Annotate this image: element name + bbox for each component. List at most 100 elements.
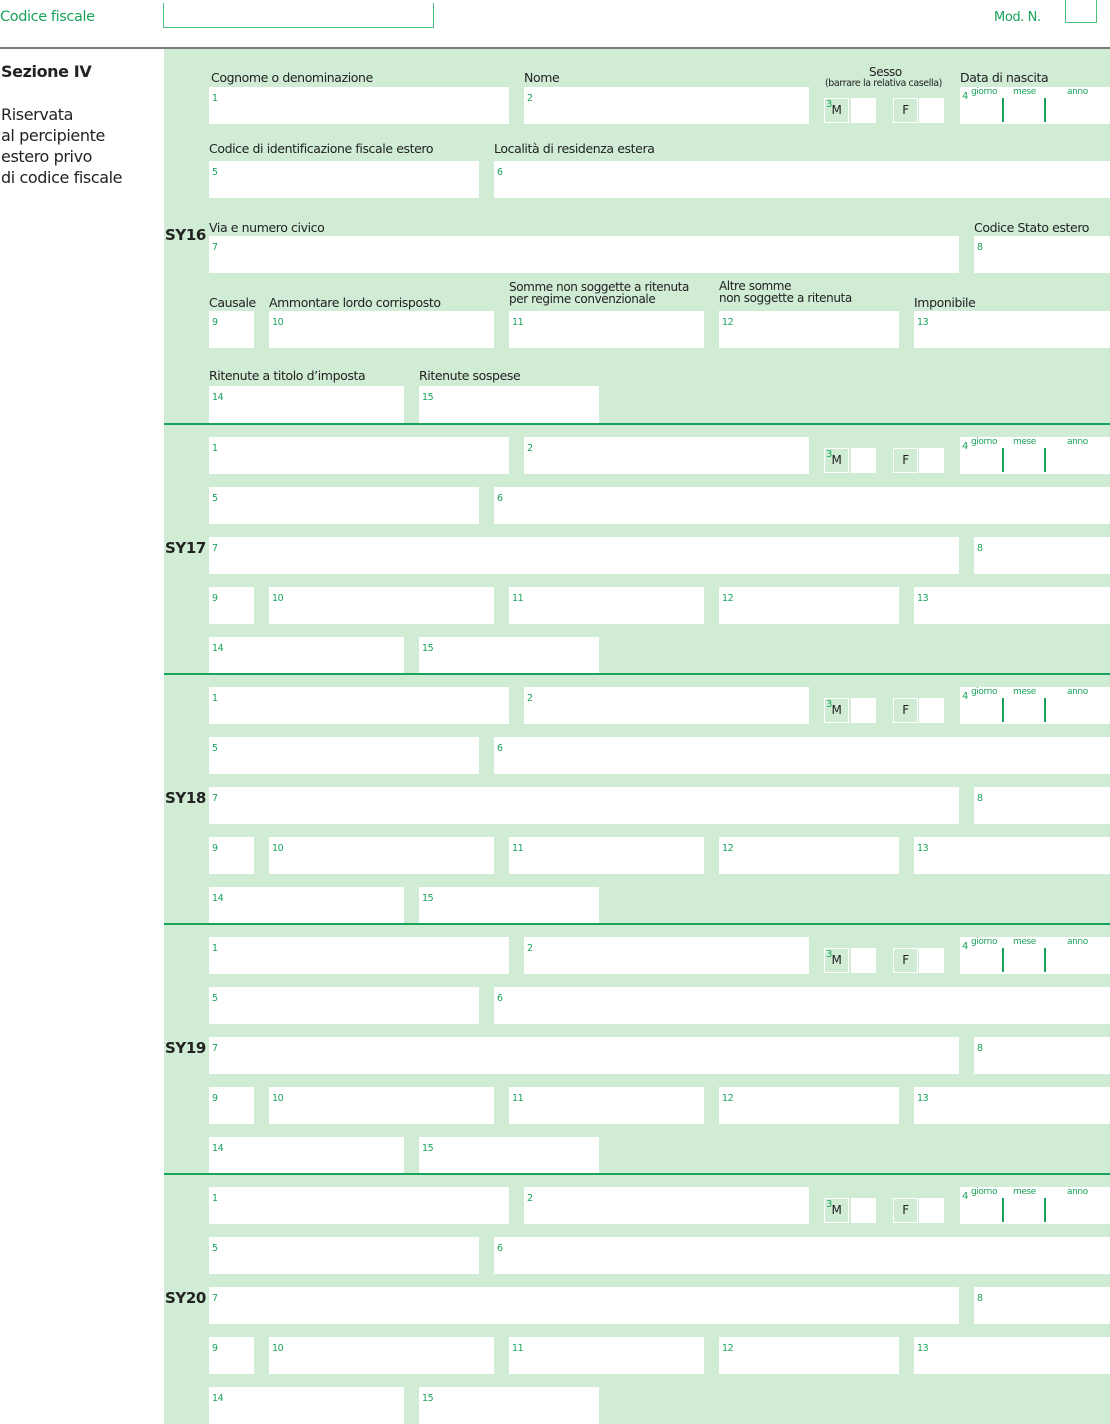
date-divider xyxy=(1044,698,1046,722)
input-f14[interactable]: 14 xyxy=(209,1137,404,1174)
input-f5[interactable]: 5 xyxy=(209,737,479,774)
input-f2[interactable]: 2 xyxy=(524,687,809,724)
input-f5[interactable]: 5 xyxy=(209,987,479,1024)
input-f2[interactable]: 2 xyxy=(524,937,809,974)
input-f12[interactable]: 12 xyxy=(719,1087,899,1124)
date-mese-label: mese xyxy=(1013,937,1036,947)
input-f8[interactable]: 8 xyxy=(974,1287,1110,1324)
input-f5[interactable]: 5 xyxy=(209,1237,479,1274)
input-f7[interactable]: 7 xyxy=(209,236,959,273)
input-f6[interactable]: 6 xyxy=(494,161,1110,198)
sex-m-checkbox[interactable] xyxy=(851,98,876,123)
field-number: 5 xyxy=(212,1243,218,1254)
input-f14[interactable]: 14 xyxy=(209,1387,404,1424)
input-f11[interactable]: 11 xyxy=(509,1087,704,1124)
input-f7[interactable]: 7 xyxy=(209,1287,959,1324)
field-number: 7 xyxy=(212,242,218,253)
input-f2[interactable]: 2 xyxy=(524,1187,809,1224)
input-f10[interactable]: 10 xyxy=(269,1337,494,1374)
input-f1[interactable]: 1 xyxy=(209,87,509,124)
input-f5[interactable]: 5 xyxy=(209,161,479,198)
input-date-of-birth[interactable] xyxy=(960,687,1110,724)
input-f13[interactable]: 13 xyxy=(914,1337,1110,1374)
input-date-of-birth[interactable] xyxy=(960,1187,1110,1224)
input-f5[interactable]: 5 xyxy=(209,487,479,524)
input-f11[interactable]: 11 xyxy=(509,1337,704,1374)
input-f2[interactable]: 2 xyxy=(524,437,809,474)
input-f14[interactable]: 14 xyxy=(209,637,404,674)
input-f10[interactable]: 10 xyxy=(269,311,494,348)
input-f12[interactable]: 12 xyxy=(719,837,899,874)
input-f1[interactable]: 1 xyxy=(209,1187,509,1224)
input-f7[interactable]: 7 xyxy=(209,537,959,574)
mod-n-input[interactable] xyxy=(1065,0,1097,23)
input-f12[interactable]: 12 xyxy=(719,587,899,624)
input-f13[interactable]: 13 xyxy=(914,837,1110,874)
input-f6[interactable]: 6 xyxy=(494,487,1110,524)
sex-m-checkbox[interactable] xyxy=(851,1198,876,1223)
sex-m-checkbox[interactable] xyxy=(851,948,876,973)
input-f9[interactable]: 9 xyxy=(209,311,254,348)
input-f2[interactable]: 2 xyxy=(524,87,809,124)
input-f12[interactable]: 12 xyxy=(719,311,899,348)
input-f14[interactable]: 14 xyxy=(209,887,404,924)
input-f8[interactable]: 8 xyxy=(974,1037,1110,1074)
input-f1[interactable]: 1 xyxy=(209,437,509,474)
input-f15[interactable]: 15 xyxy=(419,386,599,423)
input-f6[interactable]: 6 xyxy=(494,737,1110,774)
input-f15[interactable]: 15 xyxy=(419,1137,599,1174)
input-f8[interactable]: 8 xyxy=(974,787,1110,824)
input-f8[interactable]: 8 xyxy=(974,236,1110,273)
sex-m-checkbox[interactable] xyxy=(851,448,876,473)
field-number: 2 xyxy=(527,443,533,454)
label-ammontare: Ammontare lordo corrisposto xyxy=(269,295,441,310)
input-date-of-birth[interactable] xyxy=(960,87,1110,124)
field-number: 15 xyxy=(422,893,434,904)
date-mese-label: mese xyxy=(1013,87,1036,97)
input-f9[interactable]: 9 xyxy=(209,1337,254,1374)
field-number: 14 xyxy=(212,643,224,654)
codice-fiscale-input[interactable] xyxy=(163,3,434,28)
sex-f-label: F xyxy=(893,448,918,473)
input-f1[interactable]: 1 xyxy=(209,687,509,724)
input-f15[interactable]: 15 xyxy=(419,637,599,674)
sex-f-checkbox[interactable] xyxy=(919,1198,944,1223)
input-f7[interactable]: 7 xyxy=(209,1037,959,1074)
sex-f-checkbox[interactable] xyxy=(919,948,944,973)
input-f6[interactable]: 6 xyxy=(494,987,1110,1024)
input-f15[interactable]: 15 xyxy=(419,887,599,924)
input-f10[interactable]: 10 xyxy=(269,1087,494,1124)
input-f13[interactable]: 13 xyxy=(914,587,1110,624)
field-number: 14 xyxy=(212,893,224,904)
field-number: 3 xyxy=(826,699,832,710)
input-f1[interactable]: 1 xyxy=(209,937,509,974)
input-date-of-birth[interactable] xyxy=(960,937,1110,974)
field-number: 3 xyxy=(826,449,832,460)
input-f7[interactable]: 7 xyxy=(209,787,959,824)
input-f10[interactable]: 10 xyxy=(269,837,494,874)
sex-f-checkbox[interactable] xyxy=(919,98,944,123)
input-f13[interactable]: 13 xyxy=(914,1087,1110,1124)
input-f9[interactable]: 9 xyxy=(209,587,254,624)
input-f8[interactable]: 8 xyxy=(974,537,1110,574)
date-anno-label: anno xyxy=(1067,87,1088,97)
label-sesso-note: (barrare la relativa casella) xyxy=(825,78,942,89)
input-f9[interactable]: 9 xyxy=(209,1087,254,1124)
input-f11[interactable]: 11 xyxy=(509,837,704,874)
input-f10[interactable]: 10 xyxy=(269,587,494,624)
sex-f-checkbox[interactable] xyxy=(919,448,944,473)
sex-m-checkbox[interactable] xyxy=(851,698,876,723)
input-f14[interactable]: 14 xyxy=(209,386,404,423)
field-number: 12 xyxy=(722,1343,734,1354)
sex-f-checkbox[interactable] xyxy=(919,698,944,723)
field-number: 7 xyxy=(212,543,218,554)
input-f15[interactable]: 15 xyxy=(419,1387,599,1424)
input-f13[interactable]: 13 xyxy=(914,311,1110,348)
field-number: 12 xyxy=(722,593,734,604)
input-f11[interactable]: 11 xyxy=(509,587,704,624)
input-f9[interactable]: 9 xyxy=(209,837,254,874)
input-date-of-birth[interactable] xyxy=(960,437,1110,474)
input-f6[interactable]: 6 xyxy=(494,1237,1110,1274)
input-f11[interactable]: 11 xyxy=(509,311,704,348)
input-f12[interactable]: 12 xyxy=(719,1337,899,1374)
